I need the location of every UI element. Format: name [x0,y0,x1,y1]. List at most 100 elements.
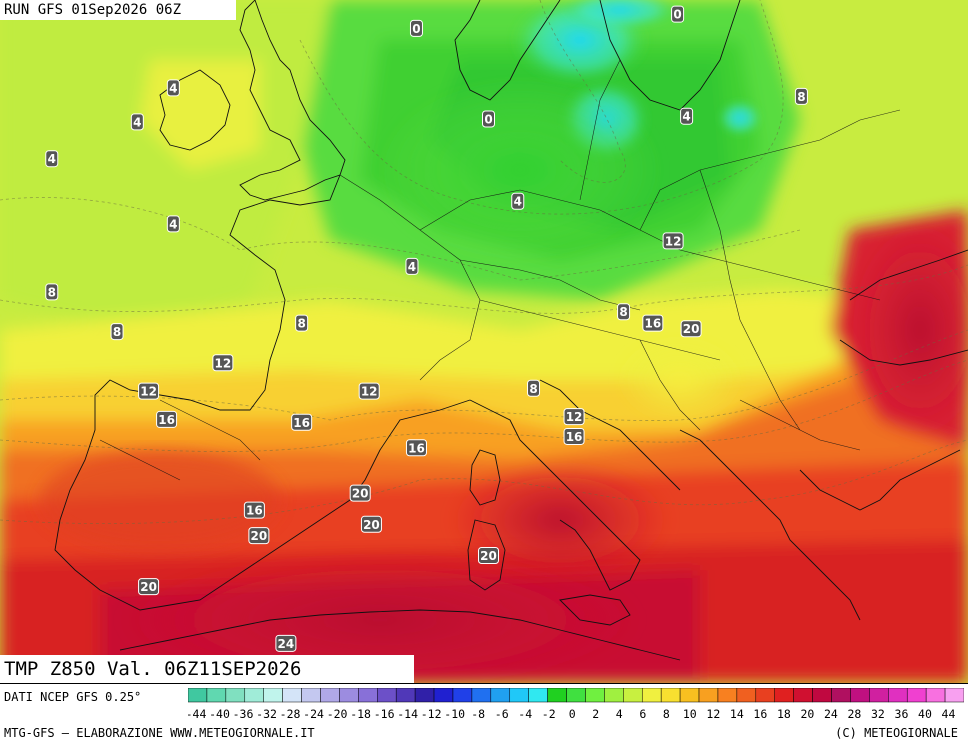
isotherm-label-text: 20 [251,529,268,543]
color-scale-swatch [547,688,567,703]
isotherm-label-text: 16 [644,317,661,331]
color-scale-swatch [528,688,548,703]
color-scale-tick-label: -36 [233,707,254,721]
isotherm-label-box [291,413,313,431]
isotherm-label-text: 20 [363,518,380,532]
color-scale-tick-label: -4 [518,707,532,721]
isotherm-label-box [671,5,685,23]
isotherm-label-text: 4 [48,152,56,166]
isotherm-label-text: 24 [278,637,295,651]
isotherm-label-text: 20 [683,322,700,336]
color-scale-tick-label: 36 [895,707,909,721]
color-scale-tick-label: 24 [824,707,838,721]
color-scale-swatch [679,688,700,703]
isotherm-label-box [243,501,265,519]
isotherm-label-text: 8 [48,285,56,299]
color-scale-tick-label: -10 [444,707,465,721]
isotherm-label-box [478,546,500,564]
isotherm-label: 16 [291,413,313,431]
isotherm-label: 8 [110,323,124,341]
credit-right-text: (C) METEOGIORNALE [835,726,958,740]
isotherm-label-text: 4 [682,110,690,124]
isotherm-label-text: 12 [665,234,682,248]
isotherm-label-text: 12 [140,385,157,399]
color-scale-tick-label: -16 [374,707,395,721]
isotherm-label-text: 20 [352,487,369,501]
isotherm-label-box [166,79,180,97]
isotherm-label-box [360,515,382,533]
isotherm-label-box [130,113,144,131]
color-scale-swatch [906,688,927,703]
isotherm-label-text: 16 [566,430,583,444]
color-scale-tick-label: 40 [918,707,932,721]
isotherm-label-box [358,382,380,400]
color-scale-swatch [850,688,870,703]
isotherm-label-box [511,192,525,210]
isotherm-label-text: 16 [408,441,425,455]
isotherm-label: 16 [243,501,265,519]
color-scale-tick-label: 44 [942,707,956,721]
color-scale-swatch [623,688,643,703]
isotherm-label-box [45,283,59,301]
isotherm-label-text: 4 [169,217,177,231]
isotherm-label-text: 16 [293,416,310,430]
color-scale-tick-label: -14 [397,707,418,721]
isotherm-label: 20 [349,484,371,502]
isotherm-label: 4 [45,150,59,168]
isotherm-label-box [409,19,423,37]
isotherm-label: 4 [405,257,419,275]
color-scale-swatch [452,688,473,703]
color-scale-tick-label: -24 [303,707,324,721]
color-scale-tick-label: 18 [777,707,791,721]
isotherm-label: 4 [166,79,180,97]
data-source-text: DATI NCEP GFS 0.25° [4,690,142,704]
isotherm-label-box [248,527,270,545]
isotherm-label: 12 [358,382,380,400]
color-scale-tick-label: -2 [542,707,556,721]
isotherm-label: 12 [563,408,585,426]
isotherm-label: 16 [156,410,178,428]
field-label: TMP Z850 Val. 06Z11SEP2026 [0,655,414,683]
isotherm-label-box [405,439,427,457]
color-scale-swatch [944,688,964,703]
isotherm-label-box [680,320,702,338]
color-scale-swatch [414,688,435,703]
isotherm-label-text: 12 [566,410,583,424]
color-scale-swatch [660,688,681,703]
isotherm-label-box [662,232,684,250]
country-borders [99,59,901,481]
color-scale-tick-label: 2 [592,707,599,721]
color-scale-tick-label: 16 [753,707,767,721]
isotherm-label-box [349,484,371,502]
isotherm-label-box [794,87,808,105]
color-scale-swatch [282,688,302,703]
isotherm-label-box [405,257,419,275]
color-scale-swatch [566,688,586,703]
color-scale-tick-label: -20 [327,707,348,721]
isotherm-label: 12 [138,382,160,400]
isotherm-label: 16 [563,427,585,445]
isotherm-lines [0,0,968,525]
isotherm-label-text: 8 [297,317,305,331]
isotherm-label: 4 [511,192,525,210]
isotherm-label: 0 [482,110,496,128]
color-scale-swatch [301,688,321,703]
color-scale-tick-label: -40 [209,707,230,721]
isotherm-label: 8 [527,379,541,397]
isotherm-label: 8 [617,303,631,321]
color-scale-swatch [509,688,529,703]
color-scale-tick-label: 12 [706,707,720,721]
coastlines [54,0,968,661]
color-scale-swatch [244,688,264,703]
isotherm-label-box [212,354,234,372]
isotherm-label-box [617,303,631,321]
isotherm-label: 16 [405,439,427,457]
color-scale-tick-label: 8 [663,707,670,721]
color-scale-swatch [604,688,624,703]
color-scale-swatch [888,688,908,703]
color-scale-tick-label: -8 [471,707,485,721]
isotherm-label: 8 [45,283,59,301]
color-scale-tick-label: 10 [683,707,697,721]
